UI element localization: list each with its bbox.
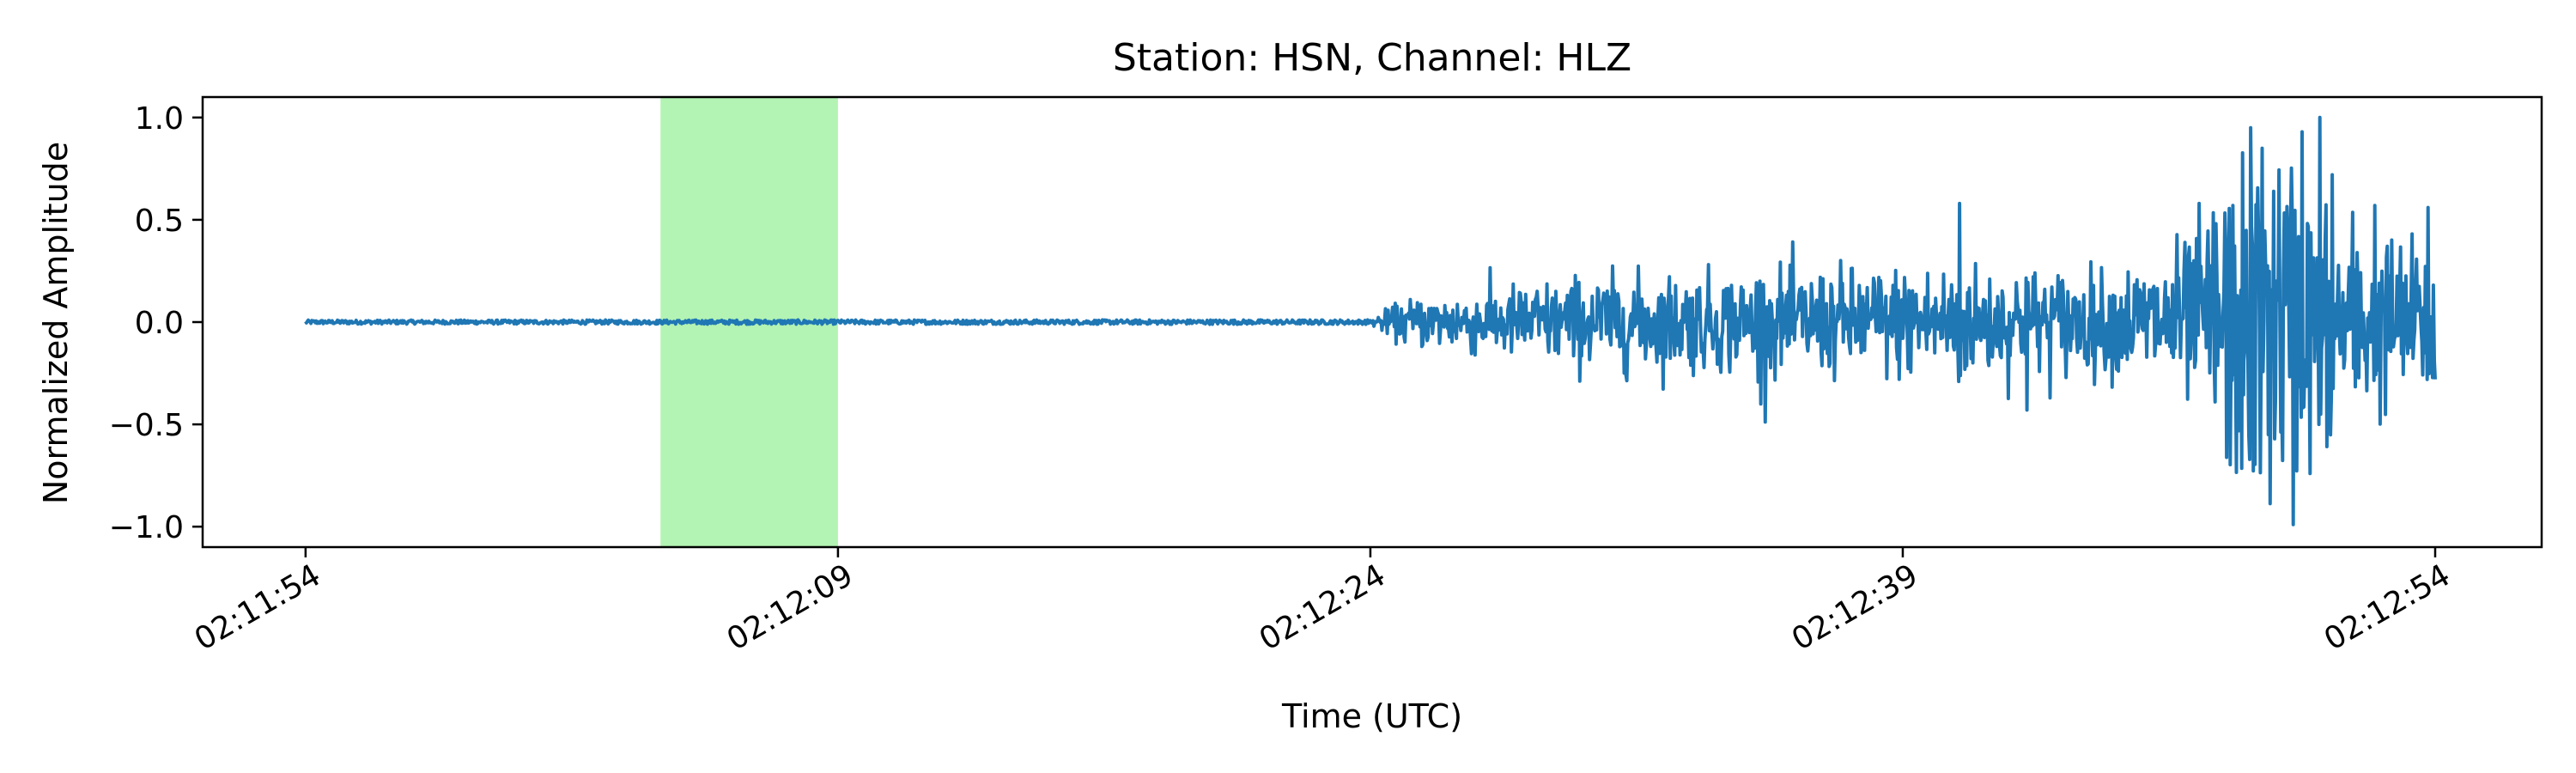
y-tick-label: 0.5 bbox=[135, 204, 184, 239]
y-tick-label: 0.0 bbox=[135, 306, 184, 341]
x-axis-label: Time (UTC) bbox=[1281, 697, 1462, 735]
y-tick-label: 1.0 bbox=[135, 101, 184, 137]
y-tick-label: −0.5 bbox=[109, 408, 184, 443]
chart-title: Station: HSN, Channel: HLZ bbox=[1113, 36, 1631, 80]
y-axis-label: Normalized Amplitude bbox=[37, 142, 75, 504]
waveform-line bbox=[304, 115, 2437, 526]
y-tick-label: −1.0 bbox=[109, 510, 184, 545]
